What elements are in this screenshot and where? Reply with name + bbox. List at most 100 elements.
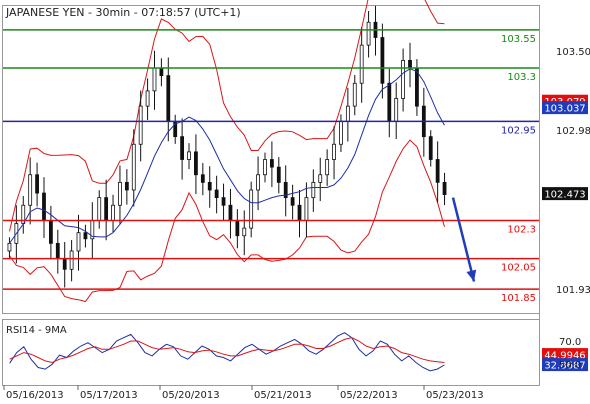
arrow-head (466, 269, 477, 282)
candle-body (131, 143, 136, 191)
candle-body (366, 21, 371, 46)
candle-body (283, 181, 288, 199)
candle-body (145, 90, 150, 107)
candle-body (269, 159, 274, 168)
candle-body (380, 37, 385, 84)
date-tick-label: 05/20/2013 (162, 390, 220, 400)
rsi-tick-50: 50.0 (559, 360, 581, 371)
candle-body (7, 242, 12, 252)
candle-body (62, 258, 67, 270)
level-label-102.3: 102.3 (507, 225, 536, 236)
marker-box-44.9946 (542, 348, 588, 362)
rsi-title: RSI14 - 9MA (6, 325, 67, 336)
price-tick-top: 103.50 (556, 47, 590, 58)
moving-average (9, 68, 445, 244)
candle-body (339, 120, 343, 145)
candle-body (394, 98, 399, 122)
candle-body (276, 166, 281, 183)
date-tick-label: 05/21/2013 (254, 390, 312, 400)
candle-body (221, 197, 226, 206)
rsi-tick-70: 70.0 (559, 337, 581, 348)
candle-body (408, 59, 412, 69)
candle-body (28, 174, 33, 206)
candle-body (48, 220, 53, 244)
candle-body (97, 197, 102, 221)
forecast-arrow (451, 197, 477, 282)
level-label-102.05: 102.05 (501, 263, 536, 274)
candle-body (345, 105, 350, 122)
date-tick-label: 05/22/2013 (340, 390, 398, 400)
level-label-101.85: 101.85 (501, 293, 536, 304)
candle-body (118, 181, 122, 206)
candlesticks (7, 5, 447, 288)
marker-label-103.037: 103.037 (544, 104, 585, 115)
candle-body (159, 67, 164, 77)
candle-body (332, 143, 336, 160)
candle-body (428, 136, 433, 160)
price-tick-bottom: 101.93 (556, 285, 590, 296)
moving-average-line (9, 68, 445, 244)
candle-body (69, 250, 74, 270)
date-axis: 05/16/2013 05/17/2013 05/20/2013 05/21/2013… (3, 385, 484, 401)
rsi-series-1 (9, 337, 445, 364)
rsi-series-0 (9, 332, 445, 372)
candle-body (35, 174, 39, 194)
level-label-103.3: 103.3 (507, 72, 536, 83)
candle-body (76, 232, 81, 252)
candle-body (194, 151, 198, 176)
candle-body (256, 174, 260, 191)
marker-box-102.473 (542, 187, 588, 201)
candle-body (214, 189, 219, 199)
candle-body (42, 192, 46, 221)
marker-box-103.037 (542, 101, 588, 115)
candle-body (242, 227, 247, 237)
level-label-102.95: 102.95 (501, 125, 536, 136)
candle-body (435, 159, 440, 183)
candle-body (166, 75, 171, 122)
upper-band-line (9, 0, 445, 232)
marker-label-32.8687: 32.8687 (544, 361, 585, 372)
candle-body (263, 159, 267, 176)
lower-band-line (9, 139, 445, 303)
candle-body (83, 232, 88, 240)
candle-body (304, 197, 309, 221)
candle-body (387, 82, 392, 122)
chart-title: JAPANESE YEN - 30min - 07:18:57 (UTC+1) (5, 6, 241, 19)
candle-body (352, 82, 357, 107)
date-tick-label: 05/17/2013 (80, 390, 138, 400)
partial-price-label: 102.98 (556, 126, 590, 137)
candle-body (311, 181, 316, 199)
candle-body (180, 136, 185, 160)
candle-body (297, 204, 302, 221)
marker-box-32.8687 (542, 358, 588, 372)
candle-body (401, 59, 406, 99)
marker-label-44.9946: 44.9946 (544, 351, 585, 362)
candle-body (442, 181, 447, 195)
level-label-103.55: 103.55 (501, 34, 536, 45)
candle-body (104, 197, 109, 221)
support-resistance-levels: 103.55 103.3 102.95 102.3 102.05 101.85 (3, 29, 539, 304)
candle-body (235, 220, 240, 237)
candle-body (325, 159, 330, 176)
candle-body (187, 151, 191, 160)
candle-body (207, 181, 212, 191)
candle-body (55, 242, 60, 260)
candle-body (152, 67, 157, 92)
candle-body (124, 181, 129, 191)
candle-body (200, 174, 205, 183)
candle-body (228, 204, 233, 221)
candle-body (359, 44, 364, 84)
marker-label-102.473: 102.473 (544, 190, 585, 201)
candle-body (249, 189, 254, 229)
date-tick-label: 05/16/2013 (6, 390, 64, 400)
candle-body (318, 174, 323, 183)
candle-body (138, 105, 143, 145)
bollinger-bands (9, 0, 445, 303)
candle-body (290, 197, 295, 206)
date-tick-label: 05/23/2013 (426, 390, 484, 400)
candle-body (111, 204, 115, 221)
